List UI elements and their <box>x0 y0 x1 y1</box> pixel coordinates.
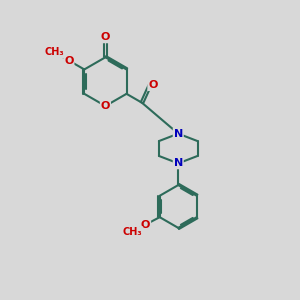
Text: N: N <box>174 158 183 168</box>
Text: O: O <box>64 56 74 65</box>
Text: N: N <box>174 129 183 139</box>
Text: CH₃: CH₃ <box>123 227 142 237</box>
Text: O: O <box>141 220 150 230</box>
Text: O: O <box>148 80 158 90</box>
Text: O: O <box>101 32 110 42</box>
Text: O: O <box>101 101 110 111</box>
Text: CH₃: CH₃ <box>45 47 64 57</box>
